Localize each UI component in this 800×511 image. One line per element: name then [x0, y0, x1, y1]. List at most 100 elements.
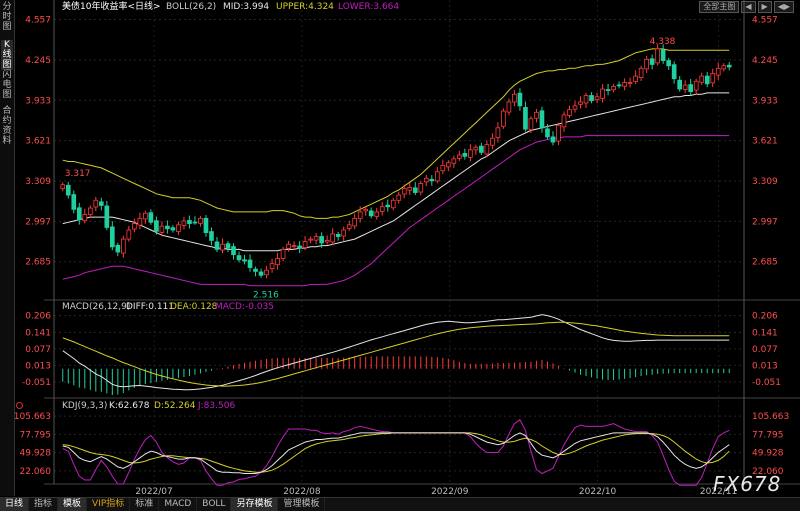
sidebar-tab-contract[interactable]: 合约资料 — [2, 106, 12, 146]
price-tick-label-right: 3.309 — [752, 177, 778, 187]
candle-up — [126, 229, 132, 240]
candle-up — [264, 269, 269, 276]
candle-up — [269, 263, 275, 269]
expand-button[interactable]: ◀▶ — [773, 1, 794, 13]
sidebar-tab-lightning[interactable]: 闪电图 — [2, 70, 12, 100]
boll-label: BOLL(26,2) — [166, 2, 216, 12]
price-tick-label-right: 2.685 — [752, 258, 778, 268]
price-tick-label-left: 2.997 — [25, 217, 51, 227]
candle-up — [627, 82, 633, 84]
candle-up — [82, 214, 88, 222]
candle-up — [561, 114, 567, 128]
candle-up — [308, 238, 313, 241]
price-tick-label-left: 4.557 — [25, 16, 51, 26]
candle-up — [445, 162, 451, 168]
candle-down — [688, 84, 694, 93]
candle-up — [176, 224, 181, 232]
candle-up — [721, 65, 727, 70]
kdj-tick-label-right: 77.795 — [752, 430, 784, 440]
candle-down — [539, 110, 545, 129]
bottom-tab[interactable]: VIP指标 — [87, 498, 131, 511]
candle-up — [572, 105, 578, 110]
candle-down — [170, 227, 176, 231]
candle-up — [534, 111, 539, 119]
candle-up — [440, 164, 446, 172]
kdj-panel — [62, 419, 730, 486]
candle-down — [214, 241, 220, 250]
kdj-tick-label-right: 49.928 — [752, 449, 784, 459]
candle-down — [605, 89, 611, 91]
candle-up — [715, 67, 721, 76]
macd-tick-label-left: 0.013 — [25, 361, 51, 371]
candle-up — [457, 154, 462, 159]
candle-down — [247, 259, 253, 268]
price-tick-label-right: 3.933 — [752, 96, 778, 106]
candle-up — [594, 96, 600, 101]
candle-down — [479, 145, 484, 153]
candle-up — [633, 75, 638, 82]
tick-labels: 4.557 4.557 4.245 4.245 3.933 3.933 3.621 3.621… — [14, 16, 789, 496]
candle-up — [87, 207, 93, 215]
candle-down — [523, 106, 528, 130]
candle-down — [660, 49, 666, 61]
scroll-right-button[interactable]: ▶ — [757, 1, 772, 13]
candlesticks — [60, 44, 732, 279]
main-chart-select[interactable]: 全部主图 — [699, 1, 740, 13]
candle-up — [434, 171, 440, 182]
bottom-tab[interactable]: 日线 — [0, 498, 30, 511]
candle-up — [220, 243, 225, 251]
candle-down — [76, 207, 82, 221]
scroll-left-button[interactable]: ◀ — [741, 1, 756, 13]
candle-up — [501, 110, 506, 127]
price-tick-label-left: 3.309 — [25, 177, 51, 187]
price-tick-label-right: 2.997 — [752, 217, 778, 227]
price-tick-label-left: 3.933 — [25, 96, 51, 106]
candle-up — [121, 238, 126, 254]
bottom-tab[interactable]: 模板 — [58, 498, 88, 511]
bottom-tab[interactable]: 另存模板 — [231, 498, 279, 511]
candle-up — [346, 224, 352, 229]
settings-icon[interactable] — [16, 402, 23, 409]
candle-up — [181, 220, 187, 226]
candle-down — [258, 271, 264, 276]
chart-title: 美债10年收益率<日线> — [62, 0, 161, 12]
sidebar-tab-timeshare[interactable]: 分时图 — [2, 2, 12, 32]
candle-down — [209, 231, 214, 241]
macd-tick-label-left: 0.077 — [25, 345, 51, 355]
candle-down — [253, 268, 258, 272]
price-tick-label-left: 4.245 — [25, 56, 51, 66]
candle-down — [71, 194, 77, 210]
macd-tick-label-right: 0.206 — [752, 312, 778, 322]
candle-down — [203, 217, 209, 234]
bottom-tab[interactable]: 标准 — [130, 498, 160, 511]
candle-up — [622, 82, 627, 87]
candle-down — [335, 234, 341, 237]
candle-up — [291, 245, 297, 247]
candle-up — [710, 73, 716, 84]
candle-up — [407, 186, 413, 191]
x-tick-label: 2022/07 — [135, 487, 172, 496]
price-tick-label-right: 3.621 — [752, 137, 778, 147]
chart-canvas[interactable]: 4.557 4.557 4.245 4.245 3.933 3.933 3.621 3.621… — [14, 0, 800, 496]
x-tick-label: 2022/10 — [579, 487, 617, 496]
candle-up — [280, 249, 286, 259]
candle-up — [286, 243, 291, 249]
candle-up — [275, 258, 280, 266]
bottom-tab[interactable]: 指标 — [29, 498, 59, 511]
candle-down — [236, 255, 242, 261]
macd-tick-label-right: -0.051 — [752, 378, 781, 388]
sidebar-tab-kline[interactable]: K线图 — [1, 40, 13, 70]
candle-up — [473, 146, 479, 151]
candle-down — [65, 184, 71, 196]
boll-mid-value: MID:3.994 — [223, 2, 269, 12]
bottom-tab[interactable]: BOLL — [197, 498, 232, 511]
bottom-tab[interactable]: 管理模板 — [278, 498, 326, 511]
candle-up — [655, 48, 660, 64]
x-tick-label: 2022/08 — [283, 487, 321, 496]
candle-up — [583, 95, 589, 104]
bottom-tab[interactable]: MACD — [159, 498, 198, 511]
candle-up — [490, 137, 495, 146]
macd-label: MACD(26,12,9) — [62, 302, 130, 312]
boll-mid-line — [62, 92, 730, 252]
candle-up — [132, 223, 137, 230]
